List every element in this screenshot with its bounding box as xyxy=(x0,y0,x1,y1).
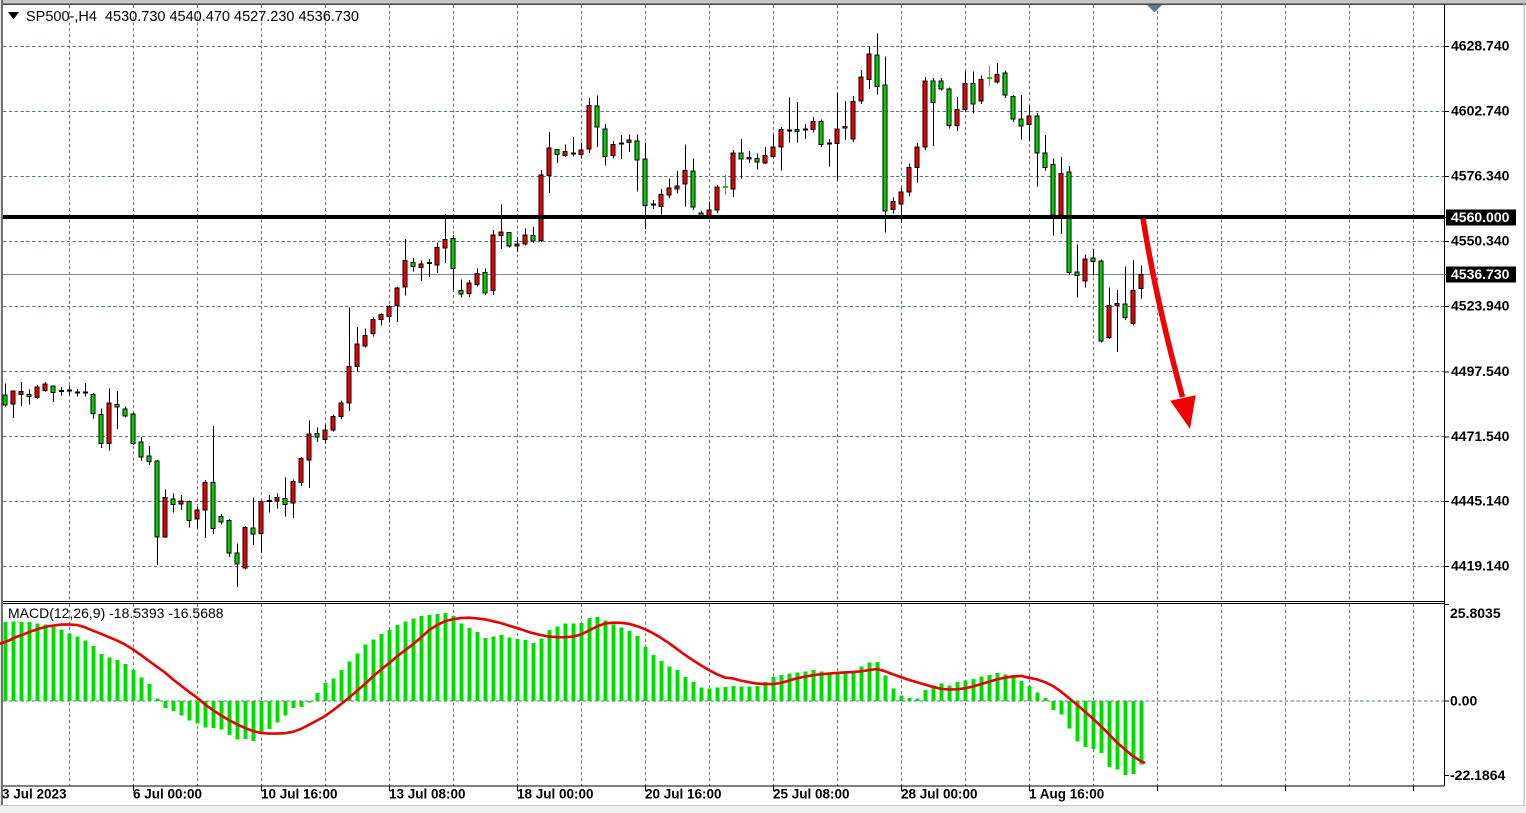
svg-text:10 Jul 16:00: 10 Jul 16:00 xyxy=(261,787,338,802)
svg-text:4471.540: 4471.540 xyxy=(1451,428,1510,444)
svg-text:4628.740: 4628.740 xyxy=(1451,38,1510,54)
svg-text:4560.000: 4560.000 xyxy=(1451,209,1510,225)
svg-text:4602.740: 4602.740 xyxy=(1451,103,1510,119)
svg-text:25 Jul 08:00: 25 Jul 08:00 xyxy=(773,787,850,802)
svg-text:28 Jul 00:00: 28 Jul 00:00 xyxy=(901,787,978,802)
svg-text:4576.340: 4576.340 xyxy=(1451,168,1510,184)
svg-text:4550.340: 4550.340 xyxy=(1451,233,1510,249)
svg-text:0.00: 0.00 xyxy=(1450,693,1477,709)
svg-text:4497.540: 4497.540 xyxy=(1451,363,1510,379)
svg-text:20 Jul 16:00: 20 Jul 16:00 xyxy=(645,787,722,802)
svg-text:MACD(12,26,9) -18.5393 -16.568: MACD(12,26,9) -18.5393 -16.5688 xyxy=(8,605,224,621)
svg-text:13 Jul 08:00: 13 Jul 08:00 xyxy=(389,787,466,802)
svg-text:-22.1864: -22.1864 xyxy=(1450,767,1505,783)
svg-text:3 Jul 2023: 3 Jul 2023 xyxy=(2,787,67,802)
svg-text:25.8035: 25.8035 xyxy=(1450,605,1501,621)
svg-text:4445.140: 4445.140 xyxy=(1451,493,1510,509)
svg-text:6 Jul 00:00: 6 Jul 00:00 xyxy=(133,787,202,802)
svg-text:18 Jul 00:00: 18 Jul 00:00 xyxy=(517,787,594,802)
svg-text:4536.730: 4536.730 xyxy=(1451,266,1510,282)
svg-text:4419.140: 4419.140 xyxy=(1451,558,1510,574)
svg-text:1 Aug 16:00: 1 Aug 16:00 xyxy=(1029,787,1104,802)
svg-text:SP500-,H4 4530.730 4540.470 4: SP500-,H4 4530.730 4540.470 4527.230 453… xyxy=(26,9,359,25)
svg-text:4523.940: 4523.940 xyxy=(1451,298,1510,314)
